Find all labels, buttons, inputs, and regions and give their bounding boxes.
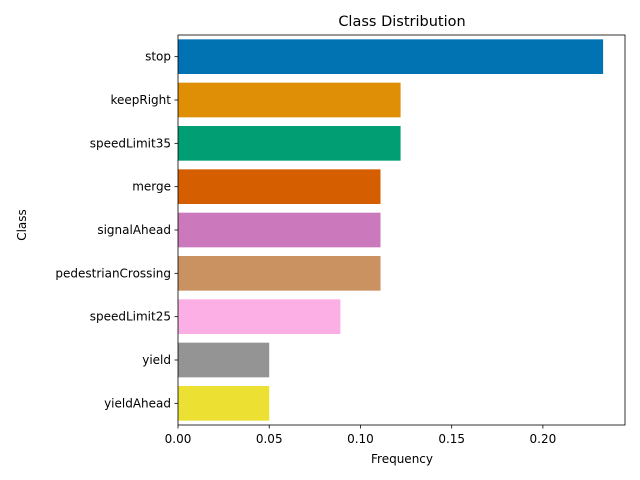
x-tick-label: 0.00	[165, 432, 192, 446]
y-tick-label: signalAhead	[97, 223, 171, 237]
bar-yieldAhead	[178, 386, 270, 421]
y-tick-label: keepRight	[110, 93, 171, 107]
bars-group	[178, 39, 604, 421]
bar-yield	[178, 342, 270, 378]
x-tick-label: 0.20	[530, 432, 557, 446]
y-tick-label: yieldAhead	[104, 396, 171, 410]
y-tick-label: pedestrianCrossing	[55, 266, 171, 280]
y-axis-label: Class	[15, 209, 29, 241]
y-tick-label: speedLimit35	[90, 136, 171, 150]
x-tick-label: 0.15	[438, 432, 465, 446]
bar-speedLimit35	[178, 126, 401, 161]
bar-merge	[178, 169, 381, 204]
bar-speedLimit25	[178, 299, 341, 334]
y-tick-label: merge	[132, 180, 171, 194]
x-tick-labels: 0.00 0.05 0.10 0.15 0.20	[165, 425, 557, 446]
x-axis-label: Frequency	[371, 452, 433, 466]
y-tick-labels: stop keepRight speedLimit35 merge signalAhea…	[55, 50, 178, 410]
chart-title: Class Distribution	[338, 14, 465, 30]
y-tick-label: stop	[145, 50, 171, 64]
bar-pedestrianCrossing	[178, 256, 381, 291]
y-tick-label: speedLimit25	[90, 310, 171, 324]
plot-frame	[177, 34, 626, 426]
bar-signalAhead	[178, 212, 381, 248]
bar-keepRight	[178, 82, 401, 118]
y-tick-label: yield	[142, 353, 171, 367]
x-tick-label: 0.05	[256, 432, 283, 446]
x-tick-label: 0.10	[347, 432, 374, 446]
bar-stop	[178, 39, 604, 74]
